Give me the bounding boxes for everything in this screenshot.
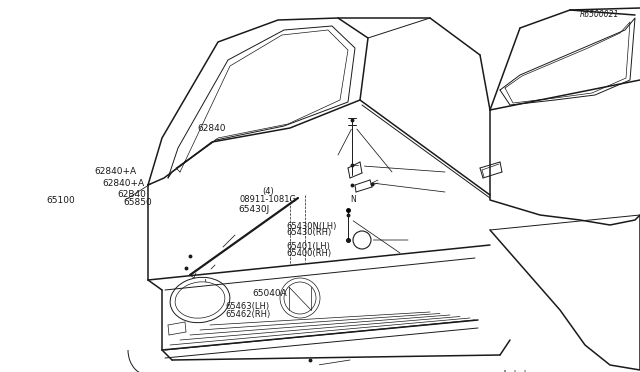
Text: 65850: 65850 [124,198,152,207]
Text: 62840: 62840 [197,124,226,133]
Text: (4): (4) [262,187,274,196]
Text: 65430N(LH): 65430N(LH) [287,222,337,231]
Text: 65401(LH): 65401(LH) [287,242,331,251]
Text: 65463(LH): 65463(LH) [225,302,269,311]
Text: 65462(RH): 65462(RH) [225,310,271,319]
Text: N: N [350,195,356,203]
Text: 62840+A: 62840+A [102,179,145,187]
Text: R6500021: R6500021 [580,10,620,19]
Text: 65430(RH): 65430(RH) [287,228,332,237]
Text: 65430J: 65430J [238,205,269,214]
Text: 08911-1081G: 08911-1081G [240,195,297,203]
Text: 65040A: 65040A [253,289,287,298]
Text: 62840+A: 62840+A [95,167,137,176]
Text: 65400(RH): 65400(RH) [287,249,332,258]
Text: 65100: 65100 [47,196,76,205]
Text: 62B40: 62B40 [117,190,146,199]
